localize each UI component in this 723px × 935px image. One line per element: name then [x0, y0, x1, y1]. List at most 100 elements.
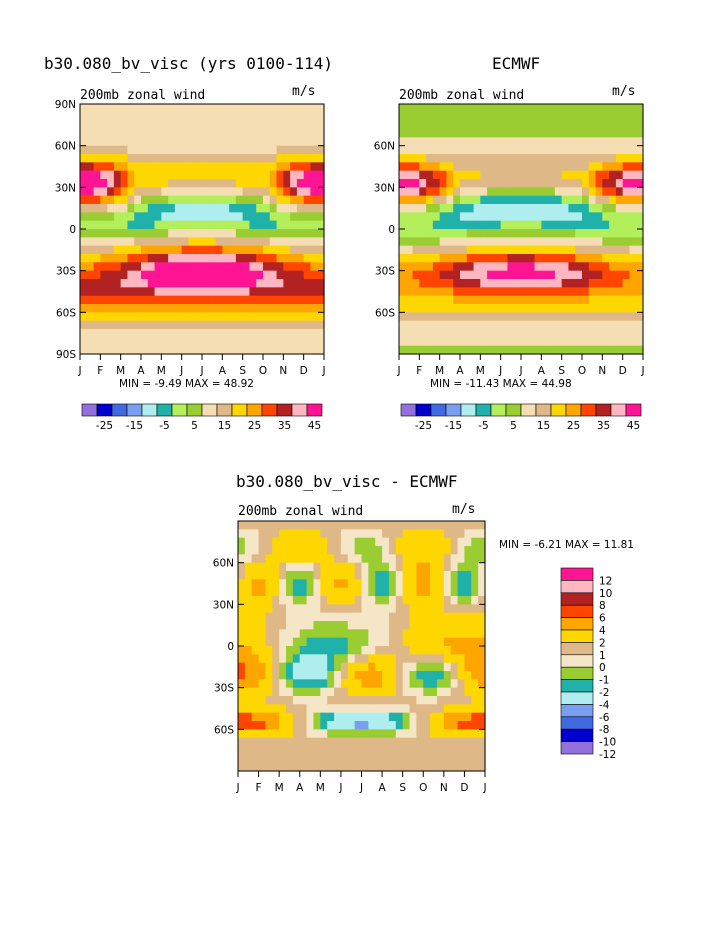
contour-cell [473, 137, 481, 147]
contour-cell [457, 729, 466, 739]
contour-cell [527, 229, 536, 238]
contour-cell [263, 187, 271, 197]
contour-cell [602, 279, 610, 288]
contour-cell [453, 304, 461, 313]
colorbar-label: -1 [599, 675, 609, 687]
contour-cell [242, 179, 251, 188]
contour-cell [402, 754, 411, 764]
contour-cell [292, 562, 301, 572]
contour-cell [629, 287, 637, 297]
contour-cell [222, 195, 230, 205]
contour-cell [202, 262, 210, 272]
contour-cell [347, 762, 356, 772]
contour-cell [548, 204, 556, 213]
contour-cell [354, 571, 363, 580]
contour-cell [276, 254, 284, 263]
contour-cell [258, 762, 267, 772]
contour-cell [279, 721, 287, 730]
contour-cell [412, 104, 420, 113]
contour-cell [161, 270, 169, 280]
contour-cell [446, 195, 454, 205]
contour-cell [340, 612, 349, 622]
contour-cell [446, 287, 454, 297]
contour-cell [290, 279, 298, 288]
contour-cell [473, 245, 481, 255]
contour-cell [500, 345, 509, 355]
contour-cell [276, 329, 284, 338]
contour-cell [174, 237, 183, 247]
contour-cell [487, 154, 495, 163]
contour-cell [450, 562, 459, 572]
contour-cell [453, 137, 461, 147]
contour-cell [582, 137, 590, 147]
contour-cell [507, 129, 515, 138]
contour-cell [615, 229, 624, 238]
contour-cell [514, 145, 522, 155]
contour-cell [154, 304, 162, 313]
contour-cell [460, 312, 468, 322]
contour-cell [615, 137, 624, 147]
contour-cell [507, 170, 515, 180]
contour-cell [615, 154, 624, 163]
contour-cell [443, 671, 452, 680]
contour-cell [317, 120, 325, 130]
contour-cell [134, 237, 142, 247]
contour-cell [471, 762, 479, 772]
contour-cell [622, 179, 631, 188]
contour-cell [215, 287, 223, 297]
contour-cell [464, 612, 472, 622]
y-tick-label: 30S [375, 266, 395, 278]
contour-cell [154, 337, 162, 347]
contour-cell [222, 345, 230, 355]
contour-cell [575, 145, 583, 155]
contour-cell [521, 229, 529, 238]
contour-cell [174, 245, 183, 255]
contour-cell [629, 137, 637, 147]
contour-cell [263, 220, 271, 230]
contour-cell [466, 237, 475, 247]
contour-cell [100, 145, 108, 155]
contour-cell [541, 262, 549, 272]
contour-cell [256, 137, 264, 147]
contour-cell [521, 120, 529, 130]
contour-cell [347, 662, 356, 672]
colorbar-label: 45 [308, 420, 321, 432]
contour-cell [582, 254, 590, 263]
contour-cell [405, 187, 414, 197]
contour-cell [292, 696, 301, 705]
contour-cell [269, 162, 278, 172]
contour-cell [464, 554, 472, 564]
contour-cell [279, 571, 287, 580]
contour-cell [238, 537, 246, 547]
contour-cell [283, 154, 291, 163]
contour-cell [276, 270, 284, 280]
contour-cell [317, 295, 325, 305]
contour-cell [256, 312, 264, 322]
contour-cell [272, 629, 280, 639]
x-tick-label: A [219, 365, 227, 377]
contour-cell [399, 154, 407, 163]
contour-cell [521, 204, 529, 213]
contour-cell [478, 621, 486, 630]
contour-cell [457, 571, 466, 580]
contour-cell [100, 195, 108, 205]
contour-cell [276, 112, 284, 122]
colorbar-swatch [520, 403, 537, 417]
contour-cell [602, 295, 610, 305]
contour-cell [292, 754, 301, 764]
contour-cell [141, 120, 149, 130]
contour-cell [310, 179, 318, 188]
contour-cell [615, 304, 624, 313]
contour-cell [361, 746, 369, 755]
contour-cell [299, 537, 308, 547]
contour-cell [235, 262, 244, 272]
contour-cell [436, 604, 445, 614]
contour-cell [107, 337, 115, 347]
contour-cell [181, 254, 190, 263]
contour-cell [636, 254, 644, 263]
contour-cell [222, 179, 230, 188]
contour-cell [375, 629, 383, 639]
contour-cell [244, 546, 253, 555]
contour-cell [399, 287, 407, 297]
contour-cell [238, 654, 246, 664]
